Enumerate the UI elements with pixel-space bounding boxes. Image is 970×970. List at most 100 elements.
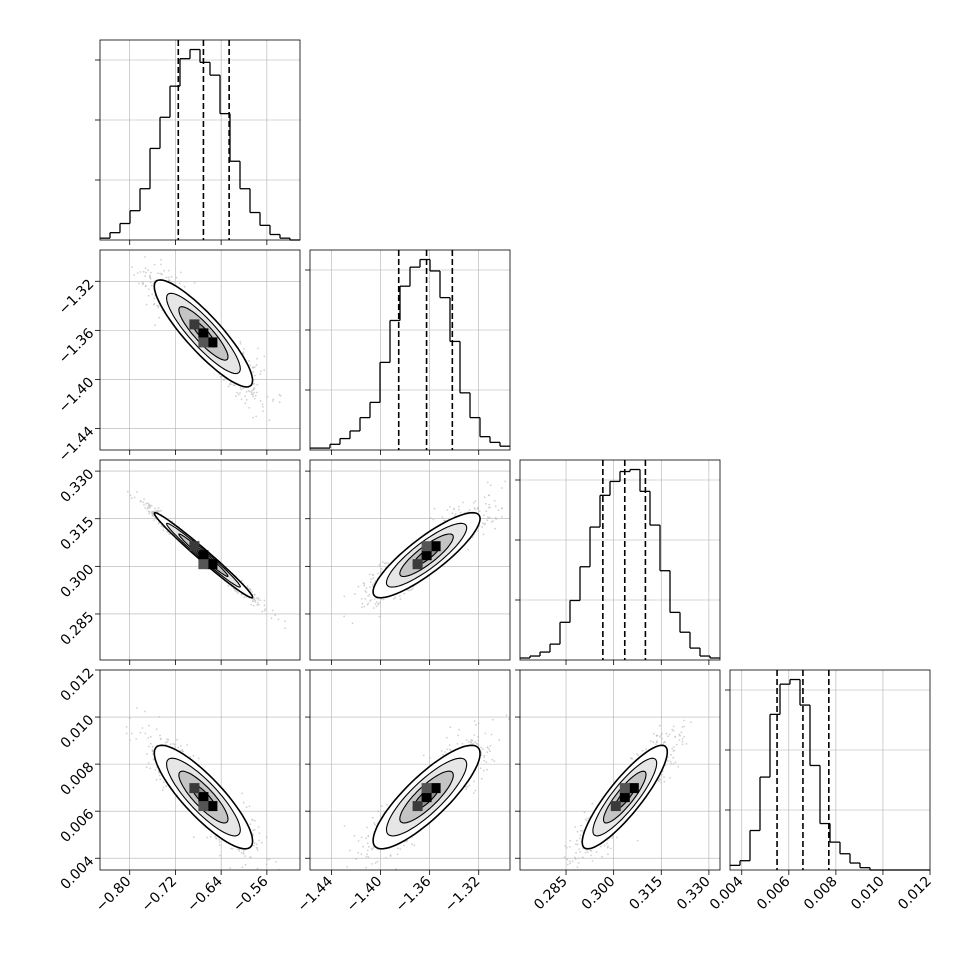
sample-point — [254, 599, 256, 602]
sample-point — [151, 514, 154, 517]
sample-point — [389, 854, 392, 857]
sample-point — [488, 503, 491, 506]
sample-point — [380, 571, 382, 573]
sample-point — [531, 489, 533, 491]
sample-point — [156, 304, 158, 307]
histogram-panel-p3: 0.004 0.006 0.008 0.010 0.012 — [707, 669, 935, 914]
sample-point — [477, 530, 480, 532]
sample-point — [147, 505, 150, 508]
x-tick-label-p0-2: −0.64 — [184, 873, 226, 915]
sample-point — [378, 564, 381, 567]
sample-point — [411, 843, 413, 846]
scatter-panel-p0-p1: −1.44 −1.40 −1.36 −1.32 — [56, 249, 301, 465]
sample-point — [197, 757, 200, 760]
sample-point — [256, 849, 259, 852]
sample-point — [148, 504, 150, 507]
sample-point — [386, 803, 388, 806]
sample-point — [152, 303, 155, 306]
sample-point — [457, 734, 459, 737]
density-core-p1-p2-0 — [421, 550, 432, 561]
sample-point — [529, 683, 531, 685]
sample-point — [372, 847, 375, 849]
sample-point — [178, 282, 181, 285]
histogram-p3-frame — [729, 669, 931, 871]
sample-point — [683, 735, 685, 738]
sample-point — [440, 750, 443, 752]
sample-point — [368, 573, 371, 576]
sample-point — [353, 834, 356, 837]
sample-point — [589, 849, 592, 852]
sample-point — [365, 837, 367, 840]
sample-point — [681, 743, 684, 746]
sample-point — [660, 782, 663, 784]
sample-point — [611, 837, 614, 839]
sample-point — [255, 391, 258, 394]
sample-point — [387, 562, 390, 565]
sample-point — [337, 882, 339, 884]
density-core-p2-p3-1 — [628, 783, 639, 794]
x-tick-label-p1-1: −1.40 — [344, 874, 386, 916]
sample-point — [399, 848, 402, 850]
sample-point — [343, 595, 346, 598]
sample-point — [239, 340, 242, 343]
sample-point — [477, 739, 480, 742]
sample-point — [235, 590, 238, 593]
sample-point — [209, 836, 212, 838]
sample-point — [362, 845, 364, 848]
sample-point — [579, 851, 581, 853]
sample-point — [148, 274, 151, 277]
sample-point — [656, 740, 658, 743]
sample-point — [271, 609, 274, 612]
sample-point — [371, 583, 374, 586]
scatter-p0-p3-frame — [99, 669, 301, 871]
sample-point — [579, 837, 581, 840]
sample-point — [568, 846, 571, 848]
sample-point — [517, 512, 519, 514]
sample-point — [125, 726, 128, 728]
sample-point — [159, 778, 162, 781]
sample-point — [245, 806, 248, 808]
sample-point — [136, 707, 138, 709]
sample-point — [167, 738, 170, 741]
scatter-panel-p2-p3: 0.285 0.300 0.315 0.330 — [515, 669, 721, 914]
sample-point — [349, 849, 351, 852]
sample-point — [239, 342, 242, 345]
sample-point — [214, 835, 217, 838]
sample-point — [584, 818, 587, 821]
sample-point — [585, 849, 588, 851]
sample-point — [629, 757, 632, 760]
sample-point — [151, 745, 154, 748]
sample-point — [150, 504, 153, 507]
sample-point — [566, 858, 569, 861]
sample-point — [159, 272, 162, 275]
sample-point — [355, 858, 358, 860]
sample-point — [668, 733, 671, 736]
sample-point — [377, 602, 380, 605]
sample-point — [146, 753, 148, 755]
sample-point — [162, 786, 165, 789]
sample-point — [256, 383, 259, 386]
sample-point — [259, 400, 262, 402]
sample-point — [577, 862, 580, 864]
x-tick-label-p3-4: 0.012 — [895, 874, 935, 914]
sample-point — [243, 348, 245, 350]
sample-point — [249, 823, 252, 826]
sample-point — [253, 397, 256, 400]
sample-point — [465, 739, 468, 741]
sample-point — [407, 589, 410, 592]
sample-point — [446, 748, 449, 751]
sample-point — [494, 516, 497, 519]
sample-point — [157, 272, 159, 275]
sample-point — [263, 604, 266, 607]
sample-point — [399, 595, 401, 597]
sample-point — [219, 375, 222, 378]
sample-point — [486, 481, 489, 484]
sample-point — [375, 601, 378, 603]
sample-point — [636, 839, 639, 842]
sample-point — [663, 776, 665, 778]
sample-point — [357, 851, 360, 854]
sample-point — [473, 780, 475, 783]
sample-point — [480, 746, 483, 749]
scatter-p0-p1-frame — [99, 249, 301, 451]
x-tick-label-p2-0: 0.285 — [531, 874, 571, 914]
